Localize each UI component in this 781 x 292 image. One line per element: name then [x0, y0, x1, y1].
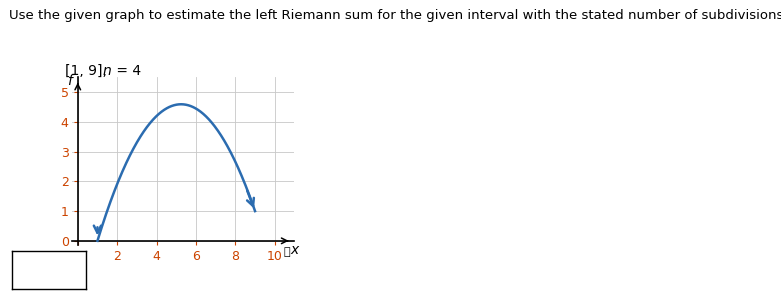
- Text: = 4: = 4: [112, 64, 141, 78]
- Text: f: f: [67, 74, 73, 88]
- Text: [1, 9],: [1, 9],: [65, 64, 111, 78]
- Text: ⓘ: ⓘ: [284, 247, 290, 257]
- Text: Use the given graph to estimate the left Riemann sum for the given interval with: Use the given graph to estimate the left…: [9, 9, 781, 22]
- Text: n: n: [102, 64, 111, 78]
- Text: x: x: [291, 243, 298, 257]
